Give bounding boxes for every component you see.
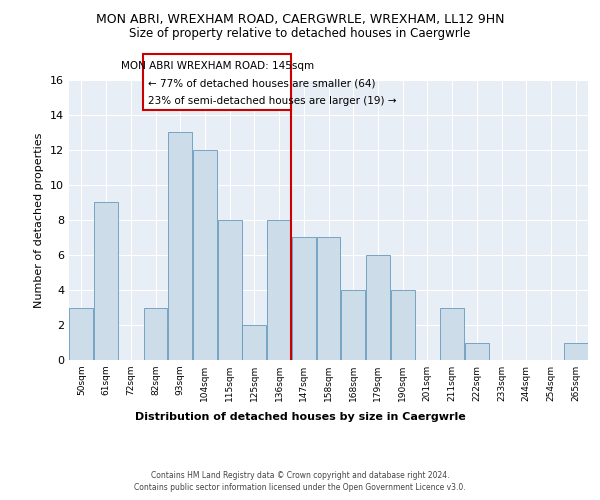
Bar xyxy=(366,255,390,360)
Bar xyxy=(94,202,118,360)
Text: Distribution of detached houses by size in Caergwrle: Distribution of detached houses by size … xyxy=(134,412,466,422)
Bar xyxy=(341,290,365,360)
Bar xyxy=(143,308,167,360)
Bar xyxy=(70,308,94,360)
Bar xyxy=(193,150,217,360)
Text: ← 77% of detached houses are smaller (64): ← 77% of detached houses are smaller (64… xyxy=(148,78,376,88)
Bar xyxy=(242,325,266,360)
Text: 23% of semi-detached houses are larger (19) →: 23% of semi-detached houses are larger (… xyxy=(148,96,397,106)
Text: MON ABRI, WREXHAM ROAD, CAERGWRLE, WREXHAM, LL12 9HN: MON ABRI, WREXHAM ROAD, CAERGWRLE, WREXH… xyxy=(96,12,504,26)
Bar xyxy=(168,132,192,360)
Bar xyxy=(440,308,464,360)
Bar xyxy=(267,220,291,360)
Text: MON ABRI WREXHAM ROAD: 145sqm: MON ABRI WREXHAM ROAD: 145sqm xyxy=(121,61,314,71)
Y-axis label: Number of detached properties: Number of detached properties xyxy=(34,132,44,308)
Bar xyxy=(465,342,489,360)
Text: Size of property relative to detached houses in Caergwrle: Size of property relative to detached ho… xyxy=(130,28,470,40)
Bar xyxy=(391,290,415,360)
Bar xyxy=(563,342,587,360)
Text: Contains HM Land Registry data © Crown copyright and database right 2024.
Contai: Contains HM Land Registry data © Crown c… xyxy=(134,471,466,492)
Bar xyxy=(218,220,242,360)
Bar xyxy=(292,238,316,360)
FancyBboxPatch shape xyxy=(143,54,292,110)
Bar xyxy=(317,238,340,360)
